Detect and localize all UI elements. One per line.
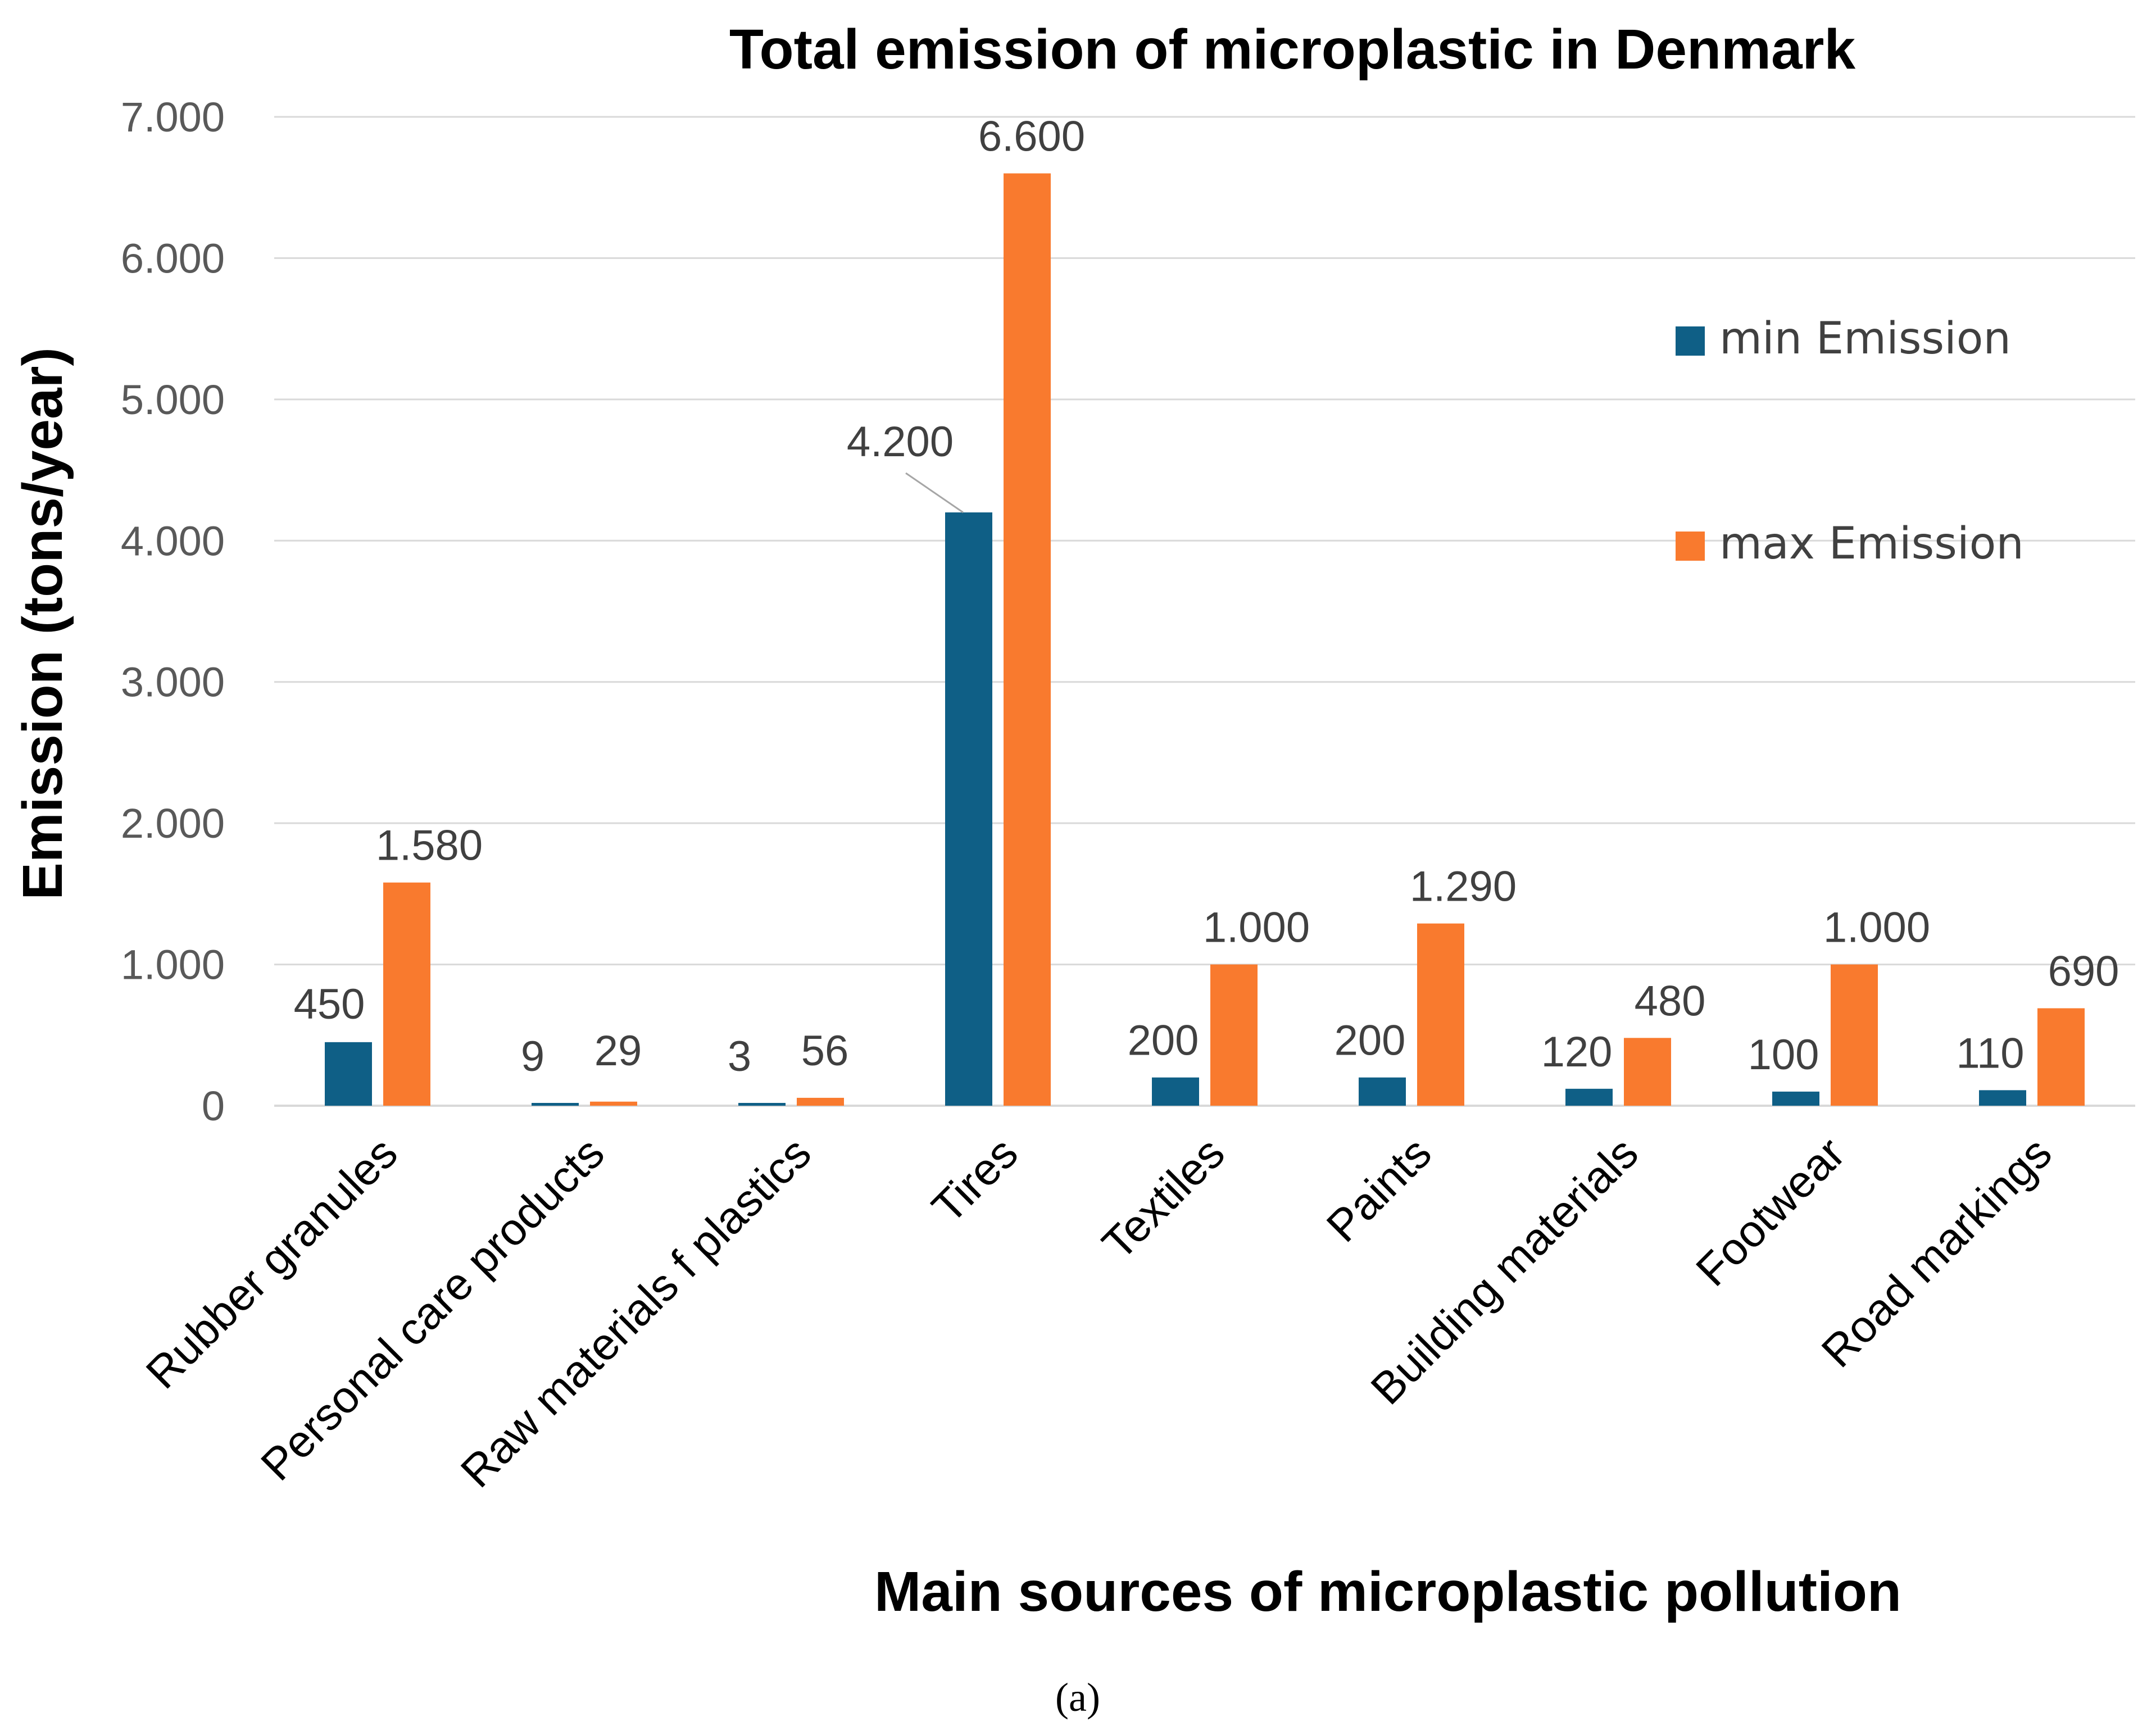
max-emission-legend-label: max Emission: [1719, 519, 2024, 569]
min-emission-bar-textiles: [1152, 1077, 1199, 1106]
min-data-label: 200: [1128, 1017, 1199, 1065]
max-emission-bar-tires: [1004, 173, 1051, 1106]
category-label-tires: Tires: [922, 1128, 1027, 1233]
min-data-label: 9: [521, 1033, 544, 1080]
y-tick-label: 4.000: [121, 517, 225, 564]
min-data-label: 120: [1541, 1028, 1613, 1076]
category-label-raw-materials-f-plastics: Raw materials f plastics: [451, 1128, 820, 1497]
min-data-label: 110: [1956, 1029, 2024, 1077]
category-label-textiles: Textiles: [1092, 1128, 1234, 1269]
min-emission-bar-raw-materials-f-plastics: [738, 1103, 786, 1106]
min-emission-legend-label: min Emission: [1719, 314, 2011, 364]
max-emission-bar-rubber-granules: [383, 882, 430, 1106]
y-tick-label: 5.000: [121, 376, 225, 423]
data-label-leader-line: [905, 472, 964, 514]
max-emission-bar-road-markings: [2037, 1008, 2085, 1106]
max-emission-bar-personal-care-products: [590, 1101, 637, 1106]
max-data-label: 1.290: [1410, 863, 1517, 911]
y-tick-label: 7.000: [121, 94, 225, 140]
y-tick-label: 6.000: [121, 235, 225, 281]
y-tick-label: 2.000: [121, 800, 225, 847]
category-label-footwear: Footwear: [1686, 1128, 1854, 1296]
x-axis-title: Main sources of microplastic pollution: [874, 1560, 1901, 1623]
max-data-label: 29: [594, 1027, 642, 1075]
min-emission-bar-personal-care-products: [532, 1103, 579, 1106]
max-emission-bar-footwear: [1831, 964, 1878, 1106]
y-tick-label: 3.000: [121, 659, 225, 706]
min-data-label: 450: [294, 980, 365, 1028]
max-data-label: 1.580: [376, 822, 483, 870]
data-labels: 450 1.580 9 29 3 56 4.200 6.600 200 1.000 200 1.290…: [294, 113, 2119, 1080]
category-label-personal-care-products: Personal care products: [251, 1128, 614, 1490]
min-data-label: 3: [728, 1033, 751, 1080]
max-data-label: 56: [801, 1027, 849, 1075]
legend: min Emission max Emission: [1676, 314, 2024, 569]
min-emission-legend-swatch: [1676, 326, 1705, 356]
max-emission-legend-swatch: [1676, 532, 1705, 561]
bars: [325, 173, 2085, 1106]
min-emission-bar-paints: [1359, 1077, 1406, 1106]
min-emission-bar-road-markings: [1979, 1090, 2026, 1106]
max-emission-bar-textiles: [1210, 964, 1258, 1106]
y-axis-ticks: 0 1.000 2.000 3.000 4.000 5.000 6.000 7.000: [121, 94, 225, 1129]
gridlines: [274, 116, 2135, 1107]
max-emission-bar-raw-materials-f-plastics: [797, 1097, 844, 1106]
max-data-label: 1.000: [1823, 904, 1930, 952]
min-emission-bar-building-materials: [1565, 1088, 1613, 1106]
y-tick-label: 0: [202, 1083, 225, 1129]
y-tick-label: 1.000: [121, 942, 225, 988]
max-emission-bar-building-materials: [1624, 1038, 1671, 1106]
min-emission-bar-footwear: [1772, 1091, 1819, 1106]
max-data-label: 480: [1635, 977, 1706, 1025]
category-label-paints: Paints: [1317, 1128, 1441, 1251]
max-data-label: 1.000: [1203, 904, 1310, 952]
min-data-label: 200: [1335, 1017, 1406, 1065]
min-data-label: 100: [1748, 1031, 1819, 1079]
min-emission-bar-rubber-granules: [325, 1042, 372, 1106]
max-data-label: 6.600: [978, 113, 1085, 161]
figure-caption: (a): [1055, 1675, 1100, 1720]
max-emission-bar-paints: [1417, 923, 1464, 1106]
min-emission-bar-tires: [945, 512, 992, 1106]
min-data-label: 4.200: [847, 418, 954, 466]
max-data-label: 690: [2048, 948, 2119, 996]
chart-title: Total emission of microplastic in Denmar…: [729, 18, 1856, 81]
y-axis-title: Emission (tons/year): [11, 347, 74, 900]
